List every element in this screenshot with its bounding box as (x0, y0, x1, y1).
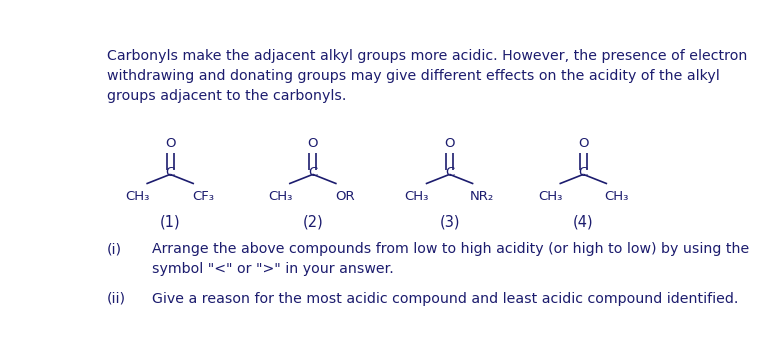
Text: C: C (578, 166, 588, 179)
Text: CH₃: CH₃ (268, 190, 292, 203)
Text: O: O (444, 137, 455, 150)
Text: CH₃: CH₃ (538, 190, 563, 203)
Text: OR: OR (336, 190, 355, 203)
Text: (3): (3) (439, 214, 459, 229)
Text: (4): (4) (573, 214, 594, 229)
Text: CH₃: CH₃ (405, 190, 429, 203)
Text: C: C (308, 166, 318, 179)
Text: C: C (166, 166, 175, 179)
Text: O: O (308, 137, 318, 150)
Text: NR₂: NR₂ (470, 190, 495, 203)
Text: CH₃: CH₃ (604, 190, 628, 203)
Text: (i): (i) (107, 242, 122, 256)
Text: CF₃: CF₃ (192, 190, 214, 203)
Text: (2): (2) (302, 214, 323, 229)
Text: C: C (445, 166, 454, 179)
Text: Carbonyls make the adjacent alkyl groups more acidic. However, the presence of e: Carbonyls make the adjacent alkyl groups… (107, 49, 747, 103)
Text: CH₃: CH₃ (125, 190, 150, 203)
Text: O: O (165, 137, 176, 150)
Text: (ii): (ii) (107, 292, 126, 306)
Text: (1): (1) (160, 214, 180, 229)
Text: Give a reason for the most acidic compound and least acidic compound identified.: Give a reason for the most acidic compou… (153, 292, 739, 306)
Text: Arrange the above compounds from low to high acidity (or high to low) by using t: Arrange the above compounds from low to … (153, 242, 749, 276)
Text: O: O (578, 137, 588, 150)
